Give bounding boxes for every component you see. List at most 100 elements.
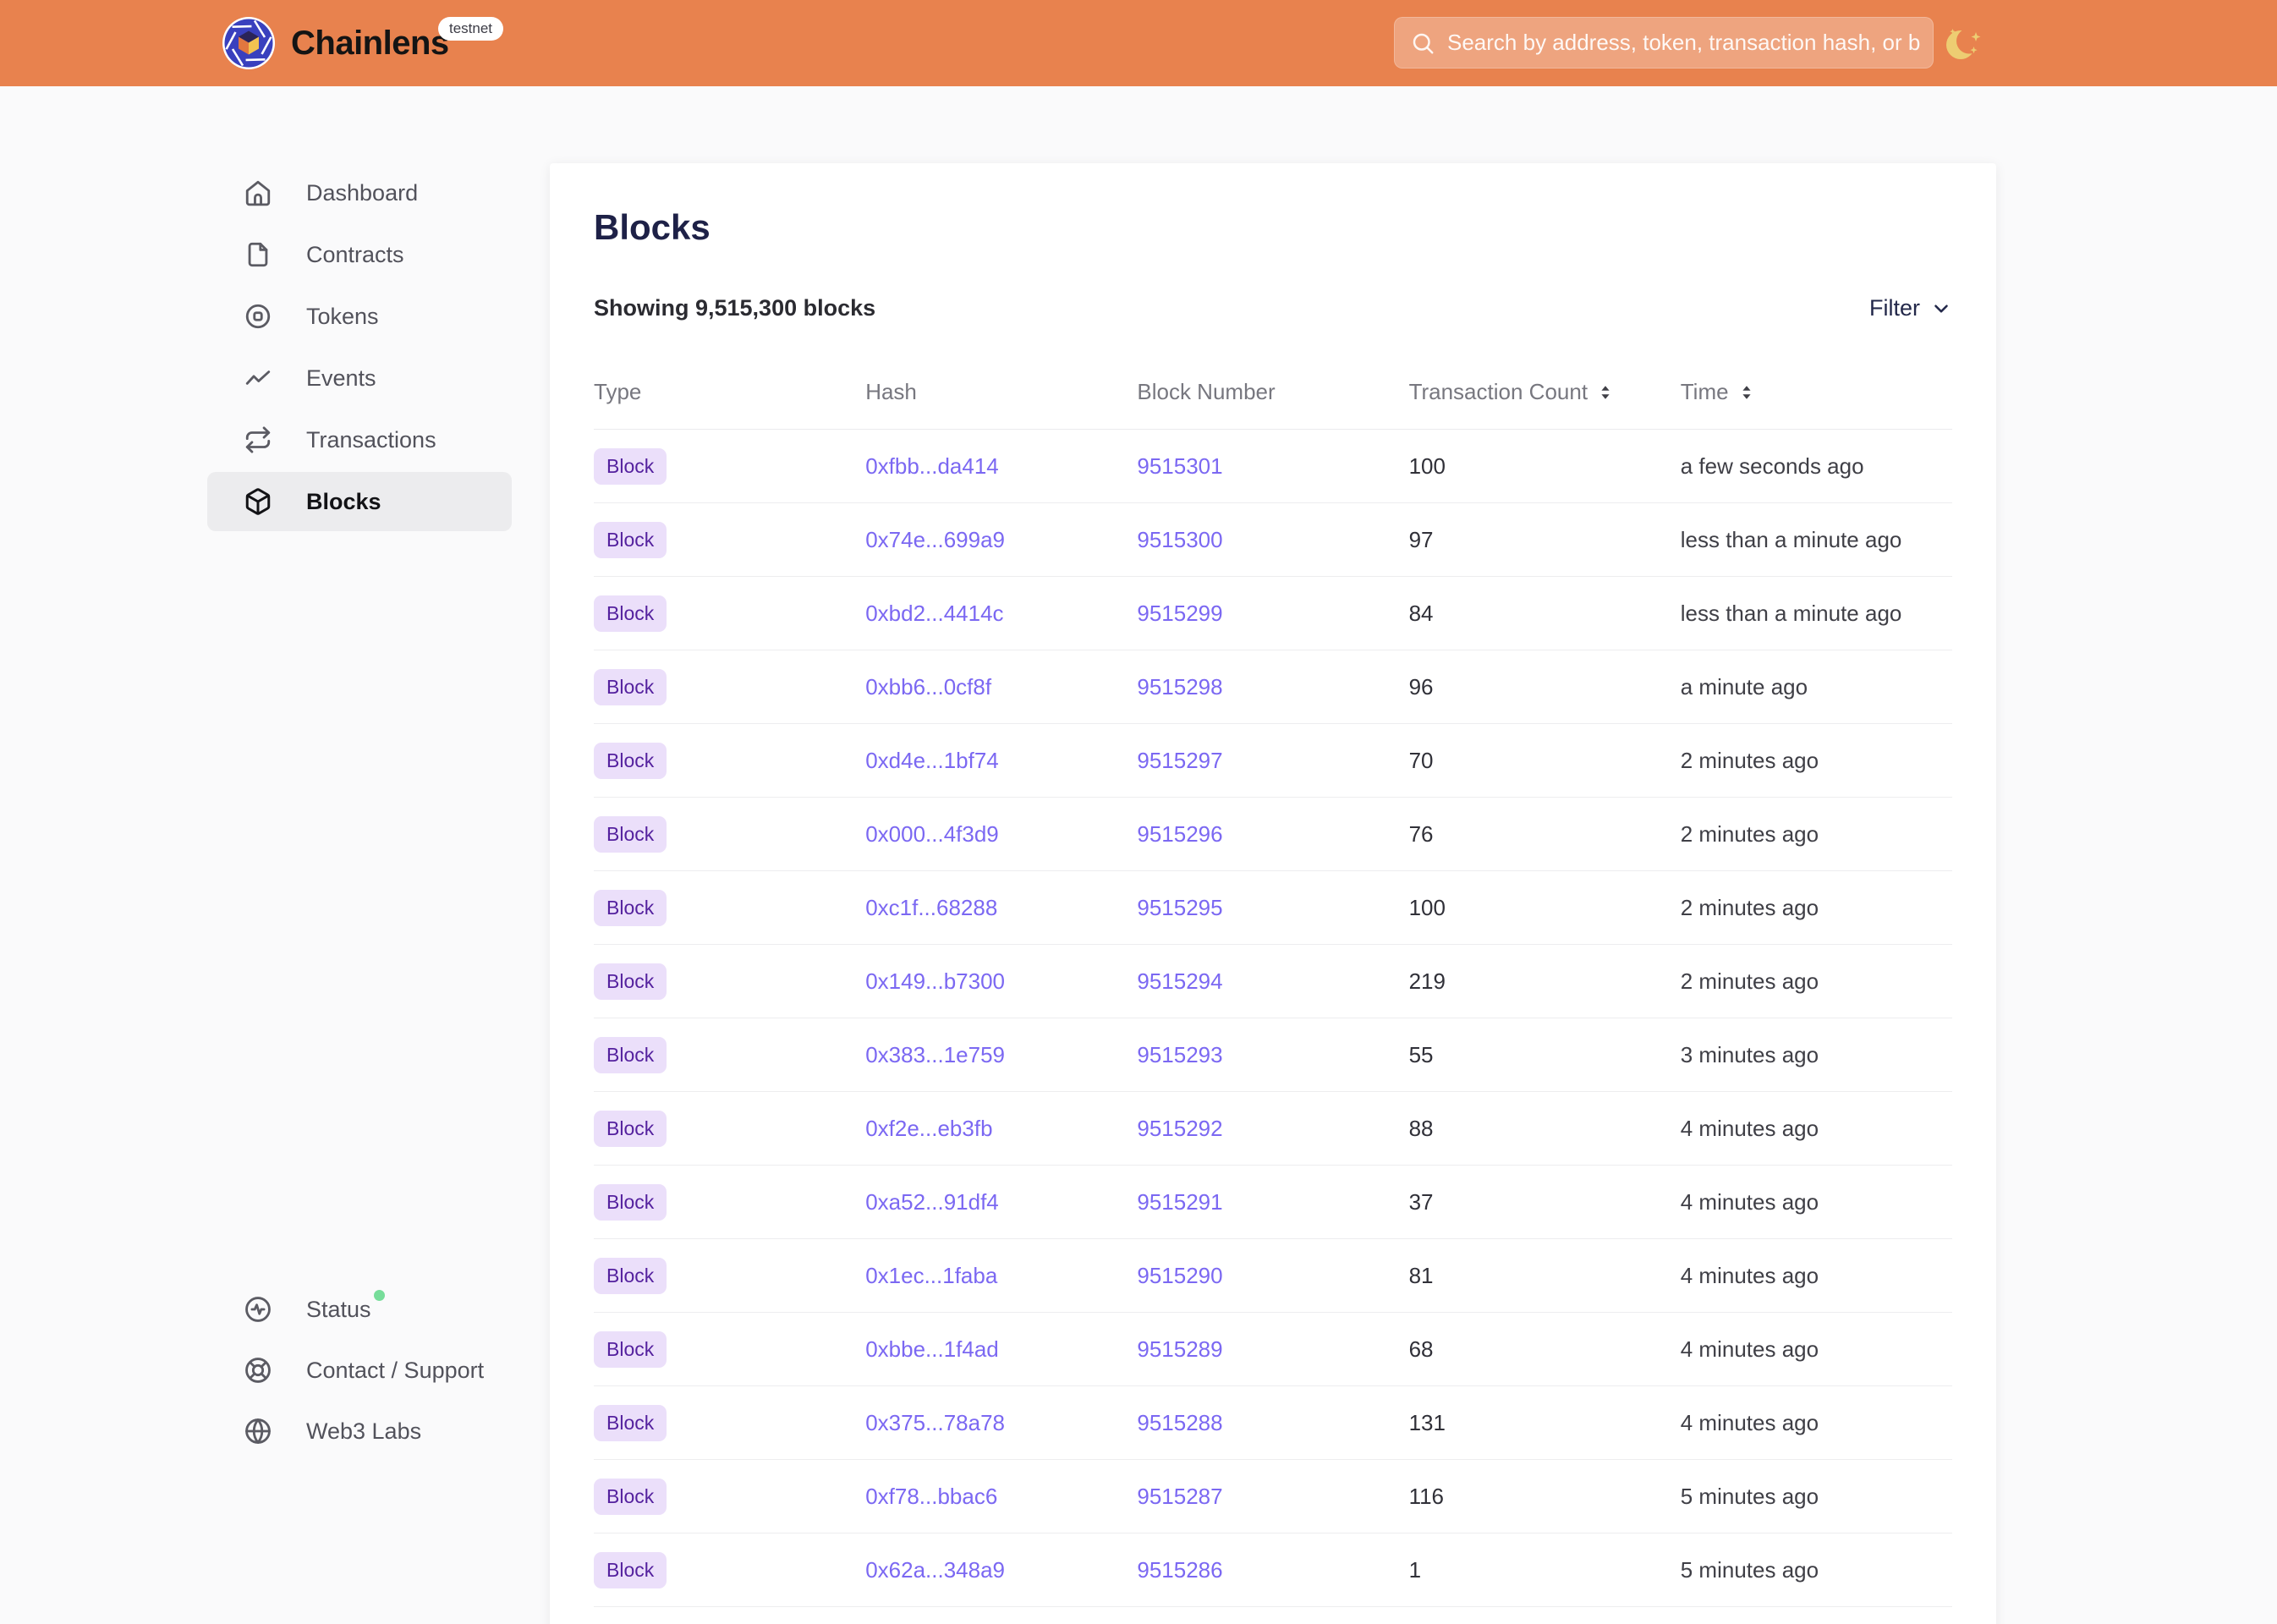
block-type-badge: Block xyxy=(594,1478,667,1515)
hash-link[interactable]: 0xa52...91df4 xyxy=(865,1188,999,1215)
time-value: 2 minutes ago xyxy=(1680,747,1819,773)
table-row: Block 0xd4e...1bf74 9515297 70 2 minutes… xyxy=(594,724,1952,798)
cell-block-number: 9515288 xyxy=(1137,1410,1408,1436)
cell-time: 4 minutes ago xyxy=(1681,1410,1952,1436)
network-badge: testnet xyxy=(438,17,504,41)
hash-link[interactable]: 0x62a...348a9 xyxy=(865,1556,1005,1583)
cell-hash: 0x149...b7300 xyxy=(865,968,1137,995)
hash-link[interactable]: 0xd4e...1bf74 xyxy=(865,747,999,773)
sidebar-item-events[interactable]: Events xyxy=(207,348,512,408)
block-number-link[interactable]: 9515301 xyxy=(1137,453,1223,479)
cell-hash: 0xbd2...4414c xyxy=(865,601,1137,627)
chevron-down-icon xyxy=(1934,304,1948,313)
hash-link[interactable]: 0x383...1e759 xyxy=(865,1041,1005,1067)
sidebar-item-label: Dashboard xyxy=(306,179,419,206)
sidebar-item-contracts[interactable]: Contracts xyxy=(207,225,512,284)
sidebar-item-transactions[interactable]: Transactions xyxy=(207,410,512,469)
sort-icon[interactable] xyxy=(1737,383,1756,402)
search-input[interactable] xyxy=(1447,18,1921,68)
block-number-link[interactable]: 9515297 xyxy=(1137,747,1223,773)
cell-hash: 0xa52...91df4 xyxy=(865,1189,1137,1215)
transaction-count-value: 1 xyxy=(1408,1556,1422,1583)
block-type-badge: Block xyxy=(594,1330,667,1368)
cell-block-number: 9515289 xyxy=(1137,1336,1408,1363)
hash-link[interactable]: 0xf2e...eb3fb xyxy=(865,1115,993,1141)
cell-hash: 0xf2e...eb3fb xyxy=(865,1116,1137,1142)
home-icon xyxy=(244,178,272,207)
cell-type: Block xyxy=(594,1110,865,1147)
cell-time: 4 minutes ago xyxy=(1681,1263,1952,1289)
time-value: less than a minute ago xyxy=(1680,526,1902,552)
search-icon xyxy=(1413,33,1434,54)
block-number-link[interactable]: 9515300 xyxy=(1137,526,1223,552)
hash-link[interactable]: 0xc1f...68288 xyxy=(865,894,998,920)
block-number-link[interactable]: 9515293 xyxy=(1137,1041,1223,1067)
sidebar-item-web3-labs[interactable]: Web3 Labs xyxy=(207,1402,512,1461)
hash-link[interactable]: 0x74e...699a9 xyxy=(865,526,1005,552)
table-body: Block 0xfbb...da414 9515301 100 a few se… xyxy=(594,430,1952,1607)
table-row: Block 0xbb6...0cf8f 9515298 96 a minute … xyxy=(594,650,1952,724)
sidebar-nav: Dashboard Contracts Tokens Events Transa xyxy=(207,163,516,534)
block-number-link[interactable]: 9515286 xyxy=(1137,1556,1223,1583)
sidebar-item-tokens[interactable]: Tokens xyxy=(207,287,512,346)
cell-block-number: 9515294 xyxy=(1137,968,1408,995)
hash-link[interactable]: 0xf78...bbac6 xyxy=(865,1483,998,1509)
block-number-link[interactable]: 9515287 xyxy=(1137,1483,1223,1509)
cell-hash: 0xbbe...1f4ad xyxy=(865,1336,1137,1363)
hash-link[interactable]: 0x1ec...1faba xyxy=(865,1262,998,1288)
block-number-link[interactable]: 9515299 xyxy=(1137,600,1223,626)
block-number-link[interactable]: 9515288 xyxy=(1137,1409,1223,1435)
block-type-badge: Block xyxy=(594,742,667,779)
block-number-link[interactable]: 9515291 xyxy=(1137,1188,1223,1215)
block-type-badge: Block xyxy=(594,889,667,926)
cell-transaction-count: 76 xyxy=(1409,821,1681,848)
cell-block-number: 9515287 xyxy=(1137,1484,1408,1510)
hash-link[interactable]: 0x149...b7300 xyxy=(865,968,1005,994)
time-value: a minute ago xyxy=(1680,673,1808,700)
table-row: Block 0xf78...bbac6 9515287 116 5 minute… xyxy=(594,1460,1952,1533)
sidebar-item-status[interactable]: Status xyxy=(207,1280,512,1339)
block-number-link[interactable]: 9515290 xyxy=(1137,1262,1223,1288)
cell-hash: 0x383...1e759 xyxy=(865,1042,1137,1068)
sidebar-item-blocks[interactable]: Blocks xyxy=(207,472,512,531)
sidebar-item-dashboard[interactable]: Dashboard xyxy=(207,163,512,222)
transaction-count-value: 219 xyxy=(1408,968,1446,994)
table-row: Block 0x62a...348a9 9515286 1 5 minutes … xyxy=(594,1533,1952,1607)
cell-block-number: 9515296 xyxy=(1137,821,1408,848)
hash-link[interactable]: 0xbb6...0cf8f xyxy=(865,673,992,700)
hash-link[interactable]: 0xbbe...1f4ad xyxy=(865,1336,999,1362)
hash-link[interactable]: 0xbd2...4414c xyxy=(865,600,1004,626)
block-number-link[interactable]: 9515292 xyxy=(1137,1115,1223,1141)
transaction-count-value: 100 xyxy=(1408,453,1446,479)
cell-block-number: 9515300 xyxy=(1137,527,1408,553)
block-number-link[interactable]: 9515295 xyxy=(1137,894,1223,920)
transaction-count-value: 131 xyxy=(1408,1409,1446,1435)
table-row: Block 0x383...1e759 9515293 55 3 minutes… xyxy=(594,1018,1952,1092)
cell-block-number: 9515298 xyxy=(1137,674,1408,700)
cell-type: Block xyxy=(594,595,865,632)
table-row: Block 0x375...78a78 9515288 131 4 minute… xyxy=(594,1386,1952,1460)
column-header-block-number: Block Number xyxy=(1137,379,1276,404)
support-icon xyxy=(244,1356,272,1385)
dark-mode-toggle-moon-icon[interactable] xyxy=(1942,19,1991,68)
table-row: Block 0xfbb...da414 9515301 100 a few se… xyxy=(594,430,1952,503)
block-number-link[interactable]: 9515298 xyxy=(1137,673,1223,700)
events-icon xyxy=(244,364,272,392)
block-number-link[interactable]: 9515296 xyxy=(1137,820,1223,847)
hash-link[interactable]: 0xfbb...da414 xyxy=(865,453,999,479)
cell-block-number: 9515286 xyxy=(1137,1557,1408,1583)
cell-type: Block xyxy=(594,521,865,558)
hash-link[interactable]: 0x000...4f3d9 xyxy=(865,820,999,847)
sort-icon[interactable] xyxy=(1596,383,1615,402)
filter-button[interactable]: Filter xyxy=(1869,295,1952,321)
time-value: 3 minutes ago xyxy=(1680,1041,1819,1067)
brand-link[interactable]: Chainlens xyxy=(222,0,449,86)
transaction-count-value: 76 xyxy=(1408,820,1434,847)
page-title: Blocks xyxy=(594,207,711,247)
hash-link[interactable]: 0x375...78a78 xyxy=(865,1409,1005,1435)
block-number-link[interactable]: 9515294 xyxy=(1137,968,1223,994)
sidebar-item-contact-support[interactable]: Contact / Support xyxy=(207,1341,512,1400)
block-number-link[interactable]: 9515289 xyxy=(1137,1336,1223,1362)
cell-type: Block xyxy=(594,1330,865,1368)
cell-transaction-count: 100 xyxy=(1409,895,1681,921)
